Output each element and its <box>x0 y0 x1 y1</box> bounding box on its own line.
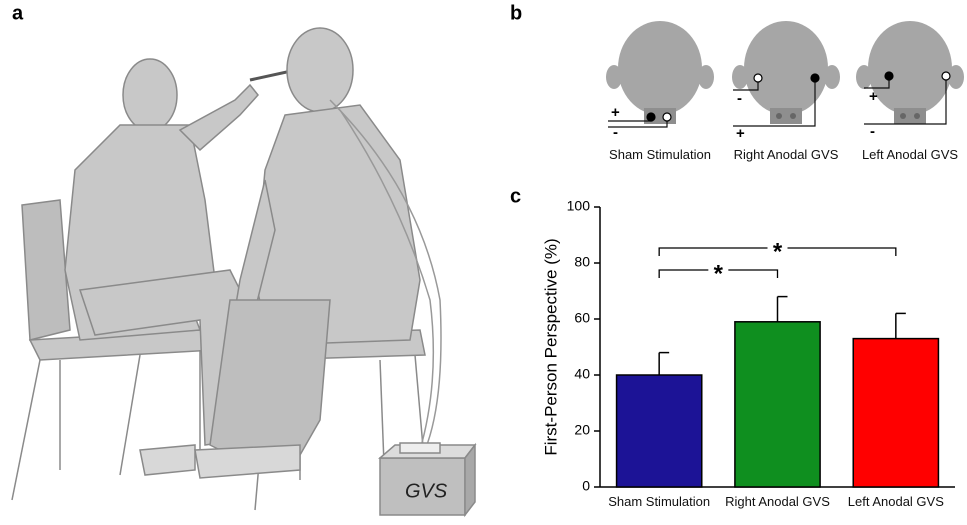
head-diagrams <box>606 21 964 124</box>
polarity-sign: + <box>736 125 745 142</box>
panel-label: b <box>510 2 522 24</box>
y-tick-label: 60 <box>574 310 590 326</box>
polarity-sign: - <box>737 90 742 107</box>
polarity-sign: + <box>611 104 620 121</box>
polarity-sign: - <box>870 123 875 140</box>
diagram-caption: Left Anodal GVS <box>850 147 967 162</box>
y-axis-label: First-Person Perspective (%) <box>541 238 560 455</box>
y-tick-label: 80 <box>574 254 590 270</box>
figure-canvas: a b c GVS <box>0 0 967 525</box>
bar <box>853 339 938 487</box>
y-tick-label: 40 <box>574 366 590 382</box>
significance-star: * <box>773 238 783 265</box>
diagram-caption: Sham Stimulation <box>600 147 720 162</box>
y-tick-label: 20 <box>574 422 590 438</box>
panel-label: c <box>510 185 521 207</box>
bar <box>735 322 820 487</box>
figure: a b c GVS <box>0 0 967 525</box>
x-tick-label: Sham Stimulation <box>599 494 719 509</box>
y-tick-label: 100 <box>567 198 591 214</box>
diagram-caption: Right Anodal GVS <box>726 147 846 162</box>
y-tick-label: 0 <box>582 478 590 494</box>
polarity-sign: - <box>613 124 618 141</box>
illustration <box>12 28 475 515</box>
panel-label: a <box>12 2 24 24</box>
bar <box>617 375 702 487</box>
x-tick-label: Right Anodal GVS <box>718 494 838 509</box>
significance-star: * <box>714 260 724 287</box>
device-label: GVS <box>405 480 448 502</box>
polarity-sign: + <box>869 88 878 105</box>
x-tick-label: Left Anodal GVS <box>836 494 956 509</box>
